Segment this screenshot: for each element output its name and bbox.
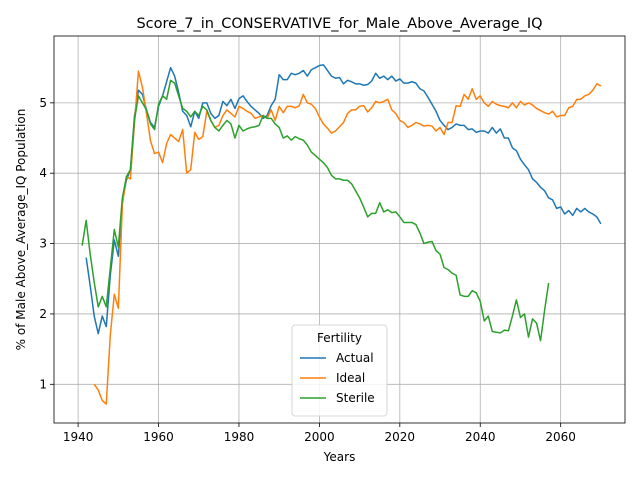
y-tick-label: 5 <box>39 96 47 110</box>
legend-label-ideal: Ideal <box>336 371 365 385</box>
series-line-ideal <box>93 70 602 405</box>
x-tick-label: 1960 <box>143 430 174 444</box>
axis-ticks: 1940 1960 1980 2000 2020 2040 2060 1 2 3 4 5 <box>39 96 576 444</box>
legend-title: Fertility <box>317 331 362 345</box>
y-axis-label: % of Male Above_Average_IQ Population <box>14 109 28 351</box>
x-tick-label: 2060 <box>545 430 576 444</box>
x-tick-label: 1980 <box>224 430 255 444</box>
series-line-actual <box>85 64 602 335</box>
plot-frame <box>53 35 626 424</box>
series-line-sterile <box>81 79 550 342</box>
y-tick-label: 2 <box>39 307 47 321</box>
y-tick-label: 3 <box>39 237 47 251</box>
x-axis-label: Years <box>323 450 356 464</box>
legend-box <box>291 324 388 417</box>
x-tick-label: 1940 <box>63 430 94 444</box>
legend-label-actual: Actual <box>336 351 374 365</box>
chart-title: Score_7_in_CONSERVATIVE_for_Male_Above_A… <box>136 16 542 32</box>
legend-label-sterile: Sterile <box>336 391 375 405</box>
x-tick-label: 2040 <box>465 430 496 444</box>
x-tick-label: 2000 <box>304 430 335 444</box>
y-tick-label: 4 <box>39 166 47 180</box>
legend: Fertility Actual Ideal Sterile <box>291 324 388 417</box>
series-lines <box>81 64 602 405</box>
y-tick-label: 1 <box>39 377 47 391</box>
x-tick-label: 2020 <box>385 430 416 444</box>
